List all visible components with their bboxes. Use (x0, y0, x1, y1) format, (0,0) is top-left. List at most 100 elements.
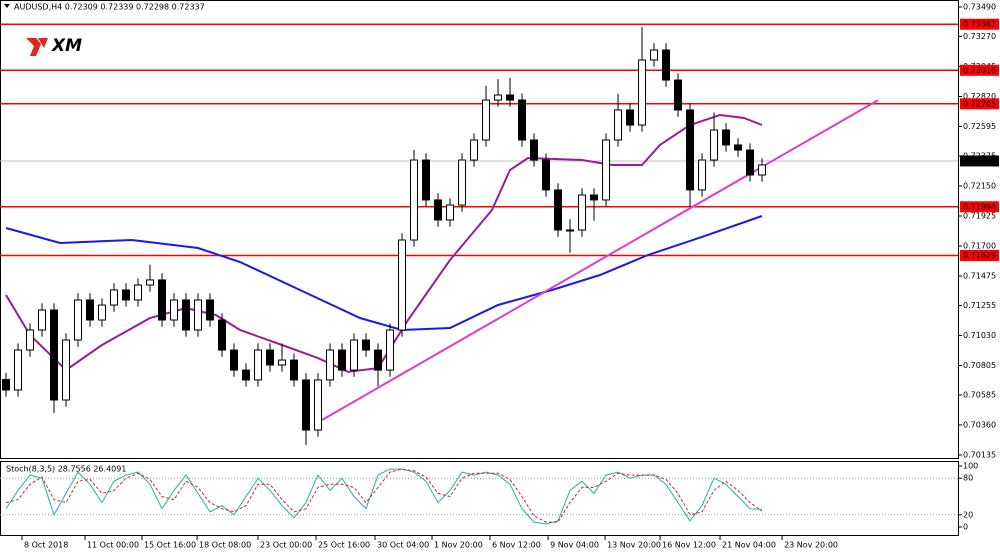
level-label: 0.73361 (963, 20, 996, 29)
candle-body (302, 379, 311, 431)
candle-body (722, 129, 731, 146)
level-label-box (960, 201, 999, 213)
logo-icon (26, 38, 41, 56)
collapse-icon (4, 4, 10, 8)
x-tick-label: 16 Nov 12:00 (662, 541, 716, 550)
candle-body (446, 204, 455, 221)
level-label: 0.71629 (963, 251, 996, 260)
candle-body (398, 239, 407, 331)
stoch-tick-label: 0 (963, 523, 968, 532)
candle-body (290, 359, 299, 381)
stoch-title: Stoch(8,3,5) 28.7556 26.4091 (6, 465, 126, 474)
logo-text: XM (51, 36, 82, 56)
candle-body (566, 229, 575, 232)
candle-body (662, 49, 671, 81)
candle-body (506, 94, 515, 101)
x-tick-label: 9 Nov 04:00 (550, 541, 599, 550)
candle-body (170, 299, 179, 321)
candle-body (758, 164, 767, 176)
candle-body (362, 339, 371, 351)
candle-body (578, 194, 587, 231)
level-label-box (960, 250, 999, 262)
candle-body (122, 289, 131, 301)
candle-body (602, 139, 611, 201)
candle-body (242, 369, 251, 381)
y-tick-label: 0.72150 (963, 181, 996, 190)
logo-icon (38, 38, 48, 48)
candle-body (350, 339, 359, 371)
candle-body (734, 144, 743, 151)
x-tick-label: 11 Oct 00:00 (87, 541, 139, 550)
candle-body (626, 109, 635, 126)
stoch-frame (0, 461, 959, 536)
candle-body (86, 299, 95, 321)
x-tick-label: 18 Oct 08:00 (199, 541, 251, 550)
candle-body (674, 79, 683, 111)
x-tick-label: 1 Nov 20:00 (434, 541, 483, 550)
moving-average (5, 113, 763, 373)
candle-body (134, 284, 143, 301)
candle-body (518, 99, 527, 141)
candle-body (698, 159, 707, 191)
y-tick-label: 0.71700 (963, 242, 996, 251)
candle-body (638, 59, 647, 126)
candle-body (746, 149, 755, 176)
x-tick-label: 21 Nov 04:00 (722, 541, 776, 550)
y-tick-label: 0.71255 (963, 301, 996, 310)
candle-body (494, 94, 503, 101)
level-label-box (960, 18, 999, 30)
candle-body (98, 304, 107, 321)
candle-body (338, 349, 347, 371)
y-tick-label: 0.71925 (963, 211, 996, 220)
y-tick-label: 0.70585 (963, 390, 996, 399)
stoch-tick-label: 100 (963, 462, 978, 471)
candle-body (410, 159, 419, 241)
candle-body (422, 159, 431, 201)
x-tick-label: 25 Oct 16:00 (318, 541, 370, 550)
candle-body (14, 349, 23, 391)
x-tick-label: 13 Nov 20:00 (607, 541, 661, 550)
candle-body (206, 299, 215, 321)
logo: XM (26, 36, 82, 56)
candle-body (470, 139, 479, 161)
x-tick-label: 23 Nov 20:00 (784, 541, 838, 550)
candle-body (62, 339, 71, 401)
candle-body (74, 299, 83, 341)
candle-body (182, 299, 191, 331)
candle-body (374, 349, 383, 371)
candle-body (218, 319, 227, 351)
candle-body (146, 279, 155, 286)
level-label: 0.71994 (963, 202, 996, 211)
candle-body (458, 159, 467, 206)
candle-body (542, 159, 551, 191)
candle-body (278, 359, 287, 366)
current-price-label: 0.72337 (963, 156, 996, 165)
candle-body (158, 279, 167, 321)
candle-body (590, 194, 599, 201)
candle-body (230, 349, 239, 371)
stoch-tick-label: 20 (963, 510, 973, 519)
x-tick-label: 15 Oct 16:00 (144, 541, 196, 550)
x-tick-label: 30 Oct 04:00 (377, 541, 429, 550)
y-tick-label: 0.70805 (963, 361, 996, 370)
stoch-tick-label: 80 (963, 474, 973, 483)
candle-body (254, 349, 263, 381)
y-tick-label: 0.73490 (963, 3, 996, 12)
y-tick-label: 0.71475 (963, 272, 996, 281)
x-tick-label: 23 Oct 00:00 (260, 541, 312, 550)
y-tick-label: 0.70135 (963, 451, 996, 460)
level-label: 0.73016 (963, 66, 996, 75)
candle-body (38, 309, 47, 331)
y-tick-label: 0.72595 (963, 122, 996, 131)
x-tick-label: 8 Oct 2018 (24, 541, 68, 550)
candle-body (2, 379, 11, 391)
candle-body (686, 109, 695, 191)
main-frame (0, 0, 959, 459)
candle-body (50, 309, 59, 401)
candle-body (434, 199, 443, 221)
y-tick-label: 0.71030 (963, 331, 996, 340)
candle-body (266, 349, 275, 366)
y-tick-label: 0.70360 (963, 420, 996, 429)
y-tick-label: 0.72820 (963, 92, 996, 101)
